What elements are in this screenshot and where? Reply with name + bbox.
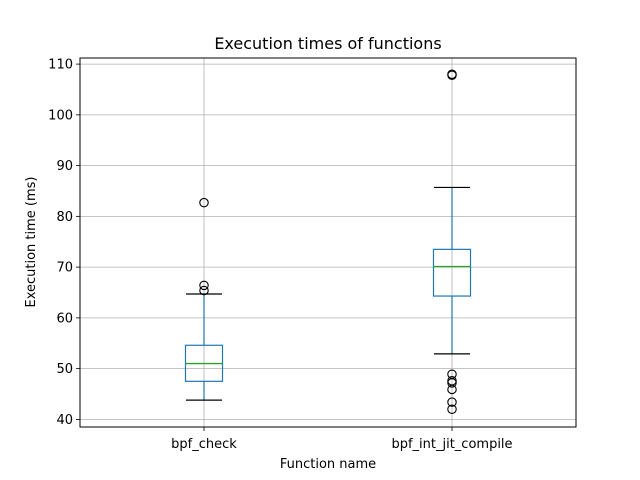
outlier-point: [199, 285, 209, 296]
iqr-box: [432, 248, 472, 297]
outlier-point: [447, 69, 457, 79]
boxes: [184, 69, 472, 414]
y-tick-label: 50: [56, 362, 73, 377]
outlier-point: [447, 404, 457, 414]
y-tick-label: 40: [56, 413, 73, 428]
outlier-point: [447, 369, 457, 379]
x-tick-label: bpf_check: [171, 437, 237, 452]
y-tick-label: 90: [56, 159, 73, 174]
outlier-point: [447, 397, 457, 407]
outlier-point: [447, 376, 457, 386]
outlier-point: [199, 280, 209, 291]
grid: [80, 58, 576, 427]
box-group-bpf-int-jit-compile: [432, 69, 472, 414]
y-tick-label: 70: [56, 261, 73, 276]
ticks: 40 50 60 70 80 90 100 110 bpf_check bpf_int_jit_c…: [48, 58, 512, 452]
y-axis-label: Execution time (ms): [24, 176, 39, 307]
plot-frame: [79, 57, 577, 428]
y-tick-label: 110: [48, 58, 73, 73]
y-tick-label: 80: [56, 210, 73, 225]
x-tick-label: bpf_int_jit_compile: [391, 437, 512, 452]
y-tick-label: 60: [56, 311, 73, 326]
outlier-point: [199, 197, 209, 208]
x-axis-label: Function name: [280, 457, 376, 472]
y-tick-label: 100: [48, 108, 73, 123]
box-group-bpf-check: [184, 197, 224, 401]
chart-title: Execution times of functions: [214, 34, 441, 53]
